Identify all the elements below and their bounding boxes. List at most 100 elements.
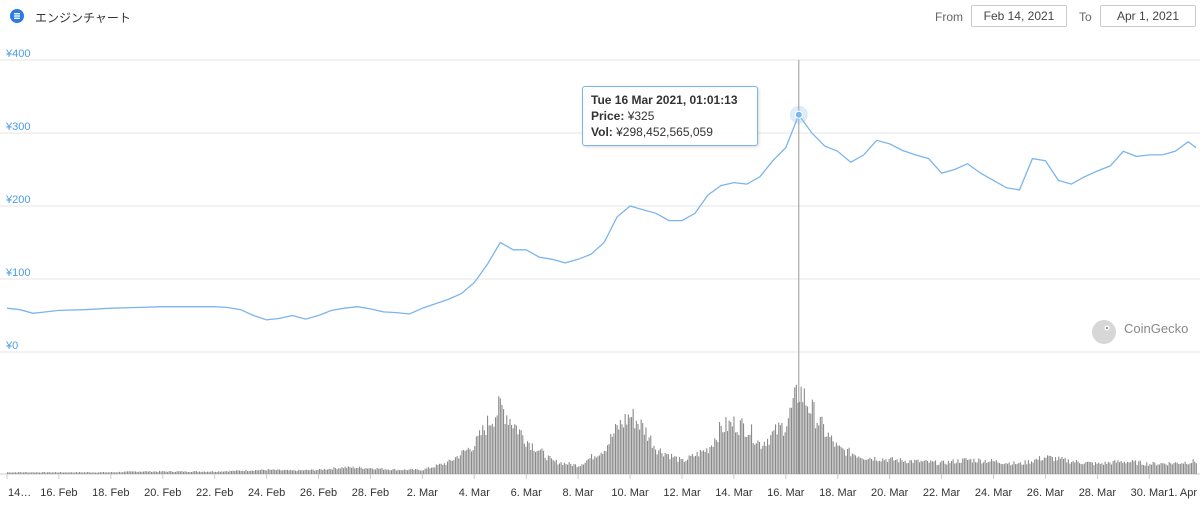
volume-bar [1032,462,1034,474]
volume-bar [906,463,908,474]
volume-bar [839,445,841,474]
volume-bar [1029,463,1031,474]
to-date-input[interactable]: Apr 1, 2021 [1100,5,1196,27]
volume-bar [114,472,116,474]
x-tick-label: 20. Mar [871,487,909,499]
volume-bar [855,455,857,474]
volume-bar [237,470,239,474]
from-date-input[interactable]: Feb 14, 2021 [971,5,1067,27]
volume-bar [1042,460,1044,474]
volume-bar [411,468,413,474]
volume-bar [355,468,357,474]
volume-bar [763,441,765,474]
volume-bar [551,458,553,474]
volume-bar [717,441,719,474]
volume-bar [642,423,644,474]
volume-bar [39,472,41,474]
volume-bar [541,448,543,474]
volume-bar [219,471,221,474]
volume-bar [319,468,321,474]
volume-bar [463,449,465,474]
volume-bar [634,428,636,474]
volume-bar [493,426,495,474]
volume-bar [1151,464,1153,474]
volume-bar [707,453,709,474]
volume-bar [722,432,724,474]
volume-bar [1000,463,1002,474]
volume-bar [400,470,402,474]
volume-bar [1059,458,1061,474]
volume-bar [970,458,972,474]
volume-bar [616,425,618,474]
volume-bar [287,469,289,474]
x-tick-label: 28. Feb [352,487,389,499]
volume-bar [455,457,457,474]
volume-bar [82,472,84,474]
volume-bar [912,462,914,474]
volume-bar [405,469,407,474]
volume-bar [72,472,74,474]
volume-bar [995,460,997,474]
volume-bar [1183,463,1185,474]
volume-bar [240,470,242,474]
volume-bar [303,470,305,474]
volume-bar [179,471,181,474]
x-tick-label: 14. Mar [715,487,753,499]
volume-bar [51,472,53,474]
volume-bar [658,450,660,474]
volume-bar [479,430,481,474]
volume-bar [883,460,885,474]
volume-bar [435,464,437,474]
volume-bar [413,470,415,474]
volume-bar [779,425,781,474]
volume-bar [919,462,921,474]
volume-bar [981,463,983,474]
volume-bar [733,416,735,474]
volume-bar [423,470,425,474]
volume-bar [491,423,493,474]
volume-bar [440,463,442,474]
volume-bar [512,428,514,474]
volume-bar [490,425,492,474]
x-tick-label: 18. Mar [819,487,857,499]
volume-bar [771,431,773,474]
volume-bar [283,470,285,474]
volume-bar [880,461,882,474]
volume-bar [947,460,949,474]
volume-bar [1136,464,1138,474]
volume-bar [922,461,924,474]
volume-bar [1175,462,1177,474]
volume-bar [320,469,322,474]
volume-bar [327,469,329,474]
volume-bar [914,459,916,474]
volume-bar [90,472,92,474]
volume-bar [474,446,476,474]
volume-bar [75,472,77,474]
volume-bar [346,467,348,474]
from-label: From [935,10,963,24]
volume-bar [999,462,1001,474]
volume-bar [194,471,196,474]
volume-bar [1019,462,1021,474]
volume-bar [1074,462,1076,474]
volume-bar [1187,464,1189,474]
volume-bar [1135,460,1137,474]
volume-bar [477,435,479,474]
volume-bar [1131,459,1133,474]
volume-bar [32,472,34,474]
volume-bar [1088,461,1090,474]
volume-bar [275,470,277,474]
volume-bar [146,471,148,474]
volume-bar [199,471,201,474]
volume-bar [523,443,525,474]
volume-bar [432,467,434,474]
volume-bar [47,472,49,474]
volume-bar [1147,465,1149,474]
volume-bar [896,459,898,474]
volume-bar [464,450,466,474]
volume-bar [115,472,117,474]
volume-bar [1061,456,1063,474]
volume-bar [1013,461,1015,474]
volume-bar [480,435,482,474]
